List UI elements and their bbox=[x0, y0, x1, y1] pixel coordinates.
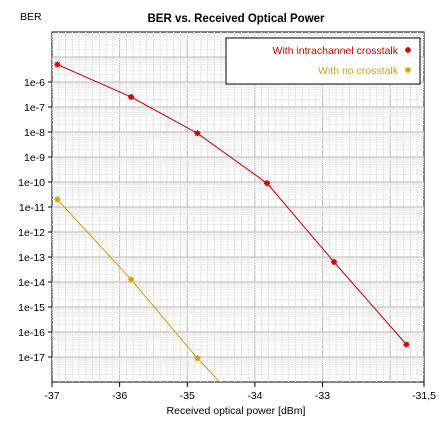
marker-stroke bbox=[405, 67, 411, 73]
data-point bbox=[194, 130, 201, 137]
marker-stroke bbox=[403, 341, 410, 348]
x-tick-label: -33 bbox=[315, 390, 330, 402]
y-tick-label: 1e-11 bbox=[19, 202, 45, 214]
legend-marker-no-crosstalk bbox=[405, 67, 411, 73]
y-tick-label: 1e-8 bbox=[24, 127, 45, 139]
data-point bbox=[128, 94, 135, 100]
chart-title: BER vs. Received Optical Power bbox=[147, 13, 325, 25]
marker-stroke bbox=[405, 47, 411, 53]
x-axis-label: Received optical power [dBm] bbox=[167, 405, 306, 417]
x-tick-label: -35 bbox=[180, 390, 195, 402]
legend-label-no-crosstalk: With no crosstalk bbox=[318, 65, 399, 77]
marker-stroke bbox=[331, 259, 337, 265]
y-tick-label: 1e-13 bbox=[18, 252, 45, 264]
data-point bbox=[264, 180, 271, 187]
marker-stroke bbox=[194, 355, 201, 361]
series-line bbox=[57, 199, 221, 382]
x-tick-label: -37 bbox=[44, 390, 59, 402]
data-point bbox=[54, 61, 61, 68]
data-point bbox=[403, 341, 410, 348]
y-tick-label: 1e-17 bbox=[18, 352, 45, 364]
y-tick-label: 1e-9 bbox=[24, 152, 45, 164]
marker-stroke bbox=[128, 276, 134, 283]
marker-stroke bbox=[54, 61, 61, 68]
marker-stroke bbox=[54, 196, 61, 203]
data-point bbox=[128, 276, 135, 283]
y-axis-ticks: 1e-6 1e-7 1e-8 1e-9 1e-10 1e-11 1e-12 1e-13 1e-1… bbox=[18, 77, 52, 364]
y-tick-label: 1e-14 bbox=[18, 277, 45, 289]
data-point bbox=[194, 355, 201, 362]
x-tick-label: -36 bbox=[112, 390, 127, 402]
series-group bbox=[54, 61, 410, 382]
series-0 bbox=[54, 61, 410, 348]
legend-marker bbox=[405, 47, 411, 53]
legend-marker bbox=[405, 67, 411, 73]
legend-marker-intrachannel bbox=[405, 47, 411, 53]
x-tick-label: -31,5 bbox=[412, 390, 436, 402]
y-tick-label: 1e-6 bbox=[24, 77, 45, 89]
y-tick-label: 1e-12 bbox=[18, 227, 45, 239]
data-point bbox=[331, 259, 338, 265]
legend: With intrachannel crosstalk With no cros… bbox=[225, 37, 421, 85]
legend-label-intrachannel: With intrachannel crosstalk bbox=[273, 45, 399, 57]
y-axis-label: BER bbox=[20, 11, 42, 23]
series-1 bbox=[54, 196, 221, 382]
x-tick-label: -34 bbox=[247, 390, 262, 402]
y-tick-label: 1e-7 bbox=[24, 102, 45, 114]
marker-stroke bbox=[264, 180, 270, 186]
data-point bbox=[54, 196, 61, 203]
legend-box bbox=[225, 37, 421, 85]
series-line bbox=[57, 64, 407, 345]
x-axis-ticks: -37 -36 -35 -34 -33 -31,5 bbox=[44, 382, 436, 402]
y-tick-label: 1e-10 bbox=[18, 177, 45, 189]
y-tick-label: 1e-16 bbox=[18, 327, 45, 339]
marker-stroke bbox=[128, 94, 134, 100]
y-tick-label: 1e-15 bbox=[18, 302, 45, 314]
marker-stroke bbox=[194, 130, 201, 136]
